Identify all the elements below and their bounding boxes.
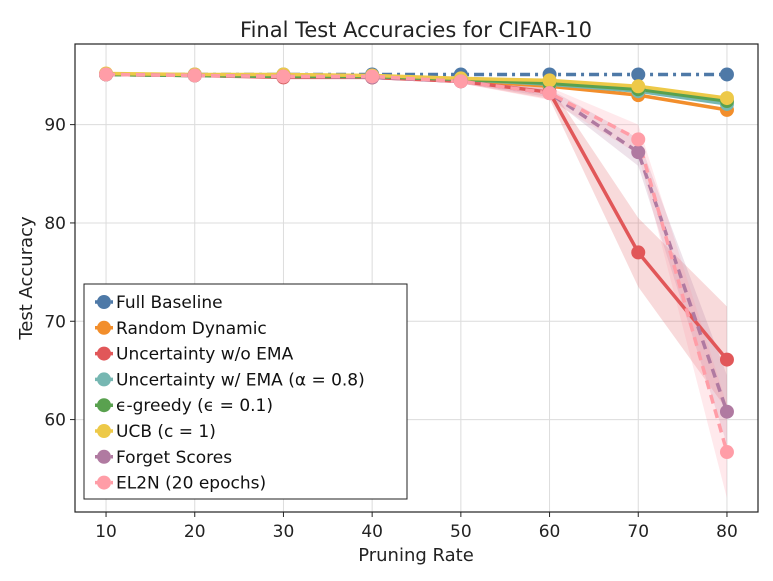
forget-scores-point — [719, 404, 734, 419]
legend-label: UCB (c = 1) — [116, 422, 216, 442]
x-tick-label: 60 — [539, 522, 561, 542]
legend-label: EL2N (20 epochs) — [116, 474, 266, 494]
el2n-20-epochs-point — [187, 68, 202, 83]
ucb-c-1-legend-marker — [97, 424, 111, 438]
axis-ticks: 10 20 30 40 50 60 70 80 60 70 80 90 — [44, 116, 737, 542]
random-dynamic-legend-marker — [97, 320, 111, 335]
ucb-c-1-line — [106, 71, 728, 100]
legend-label: Random Dynamic — [116, 319, 267, 339]
legend-label: Uncertainty w/o EMA — [116, 345, 294, 365]
x-tick-label: 50 — [450, 522, 472, 542]
legend-label: Uncertainty w/ EMA (α = 0.8) — [116, 370, 365, 390]
ucb-c-1-point — [631, 79, 646, 94]
series-markers — [99, 66, 734, 460]
grid — [75, 44, 758, 512]
uncertainty-w-o-ema-point — [631, 245, 646, 260]
el2n-20-epochs-point — [365, 69, 380, 84]
y-tick-label: 60 — [44, 411, 66, 431]
x-tick-label: 30 — [273, 522, 295, 542]
x-tick-label: 70 — [627, 522, 649, 542]
y-tick-label: 90 — [44, 116, 66, 136]
el2n-20-epochs-legend-marker — [97, 475, 111, 490]
uncertainty-w-o-ema-point — [719, 352, 734, 367]
y-axis-label: Test Accuracy — [16, 216, 37, 341]
legend-box — [83, 283, 408, 500]
full-baseline-legend-marker — [97, 295, 111, 309]
y-tick-label: 70 — [44, 312, 66, 332]
legend-label: ϵ-greedy (ϵ = 0.1) — [116, 396, 273, 416]
legend-label: Forget Scores — [116, 448, 232, 468]
greedy-0-1-legend-marker — [97, 398, 111, 413]
y-tick-label: 80 — [44, 214, 66, 234]
el2n-20-epochs-point — [542, 86, 557, 101]
el2n-20-epochs-point — [99, 67, 114, 82]
ucb-c-1-point — [719, 91, 734, 106]
forget-scores-line — [106, 72, 729, 413]
x-axis-label: Pruning Rate — [358, 545, 474, 566]
el2n-20-epochs-point — [276, 69, 291, 84]
full-baseline-point — [719, 67, 734, 82]
legend-label: Full Baseline — [116, 293, 223, 313]
el2n-20-epochs-line — [106, 72, 729, 453]
el2n-20-epochs-point — [719, 445, 734, 460]
ucb-c-1-point — [542, 73, 557, 88]
x-tick-label: 40 — [361, 522, 383, 542]
el2n-20-epochs-point — [631, 132, 646, 147]
x-tick-label: 20 — [184, 522, 206, 542]
legend: Full Baseline Random Dynamic Uncertainty w… — [83, 283, 408, 500]
x-tick-label: 10 — [95, 522, 117, 542]
series-lines — [106, 71, 729, 453]
full-baseline-point — [631, 67, 646, 82]
forget-scores-point — [631, 145, 646, 160]
x-tick-label: 80 — [716, 522, 738, 542]
forget-scores-legend-marker — [97, 449, 111, 464]
uncertainty-w-ema-0-8-legend-marker — [97, 372, 111, 387]
uncertainty-w-o-ema-legend-marker — [97, 346, 111, 361]
chart-title: Final Test Accuracies for CIFAR-10 — [240, 18, 592, 42]
el2n-20-epochs-point — [453, 74, 468, 89]
plot-frame — [74, 43, 759, 513]
